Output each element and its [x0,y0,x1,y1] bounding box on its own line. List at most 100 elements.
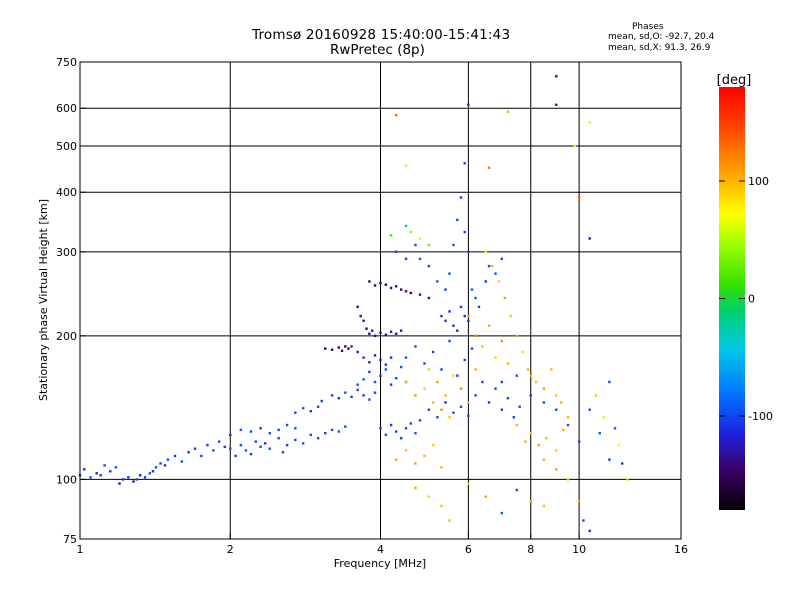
y-tick-label: 200 [56,330,77,343]
scatter-point [529,431,532,435]
scatter-point [330,348,334,351]
scatter-point [337,430,341,433]
scatter-point [617,443,620,447]
scatter-point [418,237,422,240]
scatter-point [359,314,362,318]
scatter-point [529,500,532,503]
scatter-point [89,476,92,479]
scatter-point [542,504,546,508]
scatter-point [418,293,422,296]
scatter-point [362,356,365,359]
scatter-point [148,472,152,475]
scatter-point [427,243,431,247]
scatter-point [562,428,565,432]
scatter-point [394,458,398,461]
scatter-point [384,368,388,371]
scatter-point [491,264,494,268]
scatter-point [404,356,408,359]
scatter-point [384,433,388,437]
scatter-point [487,264,491,268]
scatter-point [500,408,504,411]
scatter-point [337,346,341,349]
scatter-point [431,443,435,447]
scatter-point [500,511,504,515]
y-tick-label: 500 [56,140,77,153]
scatter-point [515,423,518,427]
scatter-point [515,334,518,338]
scatter-point [512,416,516,419]
scatter-point [394,430,398,433]
colorbar-ticks: 100 0 -100 [719,175,773,423]
scatter-point [529,374,532,377]
scatter-point [404,427,408,430]
scatter-point [598,431,601,435]
scatter-point [588,529,591,533]
scatter-point [474,394,477,397]
scatter-point [268,431,271,435]
scatter-point [418,257,422,261]
scatter-point [452,411,455,414]
scatter-point [404,224,408,228]
y-tick-label: 75 [63,533,77,546]
scatter-point [368,280,371,283]
scatter-point [259,427,262,430]
scatter-point [423,362,426,365]
scatter-point [379,374,382,377]
scatter-point [371,329,374,332]
scatter-point [368,361,371,364]
scatter-points [78,75,629,533]
x-axis-label: Frequency [MHz] [334,557,426,570]
x-tick-label: 10 [572,543,586,556]
scatter-point [588,237,591,240]
scatter-point [436,416,439,419]
scatter-point [518,405,521,408]
scatter-point [379,358,382,362]
scatter-point [440,466,443,469]
scatter-point [456,218,459,222]
scatter-point [423,454,426,458]
scatter-point [467,314,470,318]
scatter-point [555,394,558,397]
scatter-point [193,447,197,450]
scatter-point [500,257,504,261]
scatter-point [394,250,398,254]
scatter-point [414,431,417,435]
scatter-point [362,378,365,381]
scatter-point [159,462,162,465]
scatter-point [379,427,382,430]
scatter-point [463,162,466,165]
scatter-point [229,433,232,437]
scatter-point [414,394,417,397]
scatter-point [459,305,463,309]
scatter-point [436,280,439,283]
scatter-point [281,451,285,454]
scatter-point [350,395,353,398]
scatter-point [409,291,412,295]
scatter-point [368,398,371,401]
scatter-point [356,305,359,309]
scatter-point [470,288,474,291]
scatter-point [566,416,570,419]
scatter-point [399,365,403,369]
scatter-point [500,339,504,343]
scatter-point [474,296,477,300]
scatter-point [404,380,408,384]
scatter-point [431,401,435,404]
scatter-point [118,482,121,485]
scatter-point [414,486,417,490]
scatter-point [515,374,518,377]
scatter-point [373,354,377,357]
scatter-point [500,380,504,384]
scatter-point [294,427,297,430]
scatter-point [621,462,624,465]
scatter-point [463,230,466,234]
scatter-point [83,468,86,471]
x-tick-label: 4 [377,543,384,556]
scatter-point [613,427,617,430]
scatter-point [608,458,611,461]
scatter-point [487,166,491,170]
scatter-point [223,445,226,449]
scatter-point [389,423,393,427]
scatter-point [234,454,237,458]
scatter-point [555,75,558,78]
